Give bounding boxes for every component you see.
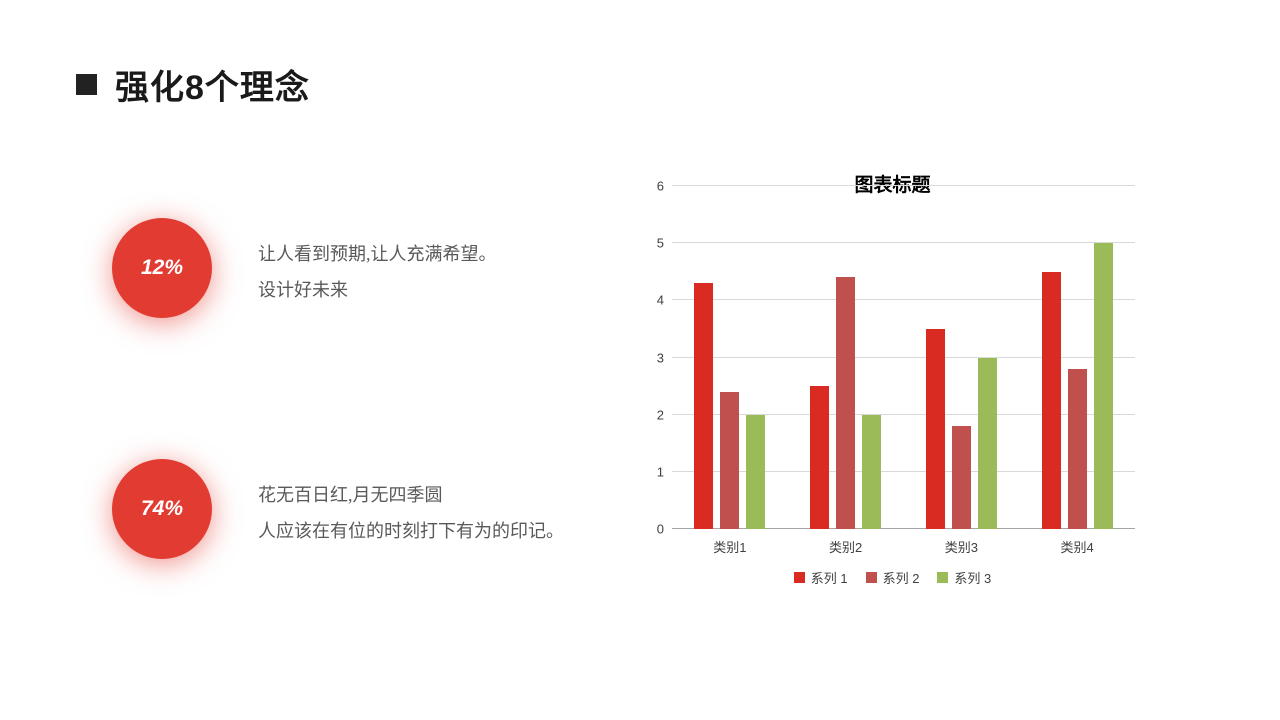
gridline-0 xyxy=(672,528,1135,529)
bar-group-c1 xyxy=(672,186,788,529)
gridline-3 xyxy=(672,356,1135,358)
bar-s1-c2 xyxy=(810,386,830,529)
bar-group-c2 xyxy=(788,186,904,529)
point-block-1: 12% 让人看到预期,让人充满希望。 设计好未来 xyxy=(112,218,632,328)
percentage-badge-12: 12% xyxy=(112,218,212,318)
gridline-4 xyxy=(672,299,1135,301)
y-axis-tick-label-0: 0 xyxy=(656,521,664,537)
legend-swatch-icon-2 xyxy=(865,572,877,583)
y-axis-tick-label-2: 2 xyxy=(656,407,664,423)
legend-item-2: 系列 2 xyxy=(865,568,920,587)
y-axis-tick-label-6: 6 xyxy=(656,178,664,194)
percentage-badge-74: 74% xyxy=(112,459,212,559)
point-1-line-2: 设计好未来 xyxy=(258,280,348,300)
gridline-2 xyxy=(672,413,1135,415)
gridline-5 xyxy=(672,242,1135,244)
point-block-2: 74% 花无百日红,月无四季圆 人应该在有位的时刻打下有为的印记。 xyxy=(112,459,632,569)
gridline-1 xyxy=(672,470,1135,472)
gridline-6 xyxy=(672,185,1135,186)
legend-swatch-icon-3 xyxy=(937,572,949,583)
bar-s1-c1 xyxy=(694,283,714,529)
bar-s3-c3 xyxy=(977,357,997,529)
page-title: 强化8个理念 xyxy=(115,69,310,107)
bar-s3-c2 xyxy=(862,414,882,529)
legend-label-2: 系列 2 xyxy=(882,571,920,586)
bar-s2-c2 xyxy=(836,277,856,529)
bar-s2-c3 xyxy=(951,426,971,529)
legend-label-3: 系列 3 xyxy=(954,571,992,586)
chart-legend: 系列 1 系列 2 系列 3 xyxy=(640,568,1145,587)
point-text-1: 让人看到预期,让人充满希望。 设计好未来 xyxy=(258,236,628,308)
chart-bars xyxy=(672,186,1135,529)
point-1-line-1: 让人看到预期,让人充满希望。 xyxy=(258,244,497,264)
chart-x-labels: 类别1 类别2 类别3 类别4 xyxy=(672,537,1135,556)
x-axis-category-label-3: 类别3 xyxy=(944,540,978,555)
bar-s2-c1 xyxy=(720,391,740,529)
point-2-line-1: 花无百日红,月无四季圆 xyxy=(258,485,443,505)
bar-s3-c4 xyxy=(1093,243,1113,529)
y-axis-tick-label-1: 1 xyxy=(656,464,664,480)
legend-item-1: 系列 1 xyxy=(793,568,848,587)
legend-swatch-icon-1 xyxy=(793,572,805,583)
y-axis-tick-label-4: 4 xyxy=(656,292,664,308)
chart-plot: 0 1 2 3 4 5 6 xyxy=(657,180,1135,536)
title-square-bullet-icon xyxy=(76,74,97,95)
bar-s2-c4 xyxy=(1067,368,1087,529)
legend-label-1: 系列 1 xyxy=(810,571,848,586)
bar-s1-c3 xyxy=(925,328,945,529)
y-axis-tick-label-5: 5 xyxy=(656,235,664,251)
slide-title-row: 强化8个理念 xyxy=(76,60,310,109)
bar-s1-c4 xyxy=(1041,271,1061,529)
bar-group-c3 xyxy=(904,186,1020,529)
bar-group-c4 xyxy=(1019,186,1135,529)
x-axis-category-label-1: 类别1 xyxy=(713,540,747,555)
x-axis-category-label-4: 类别4 xyxy=(1060,540,1094,555)
point-2-line-2: 人应该在有位的时刻打下有为的印记。 xyxy=(258,521,564,541)
bar-s3-c1 xyxy=(746,414,766,529)
legend-item-3: 系列 3 xyxy=(937,568,991,587)
y-axis-tick-label-3: 3 xyxy=(656,350,664,365)
point-text-2: 花无百日红,月无四季圆 人应该在有位的时刻打下有为的印记。 xyxy=(258,477,628,549)
x-axis-category-label-2: 类别2 xyxy=(829,540,863,555)
